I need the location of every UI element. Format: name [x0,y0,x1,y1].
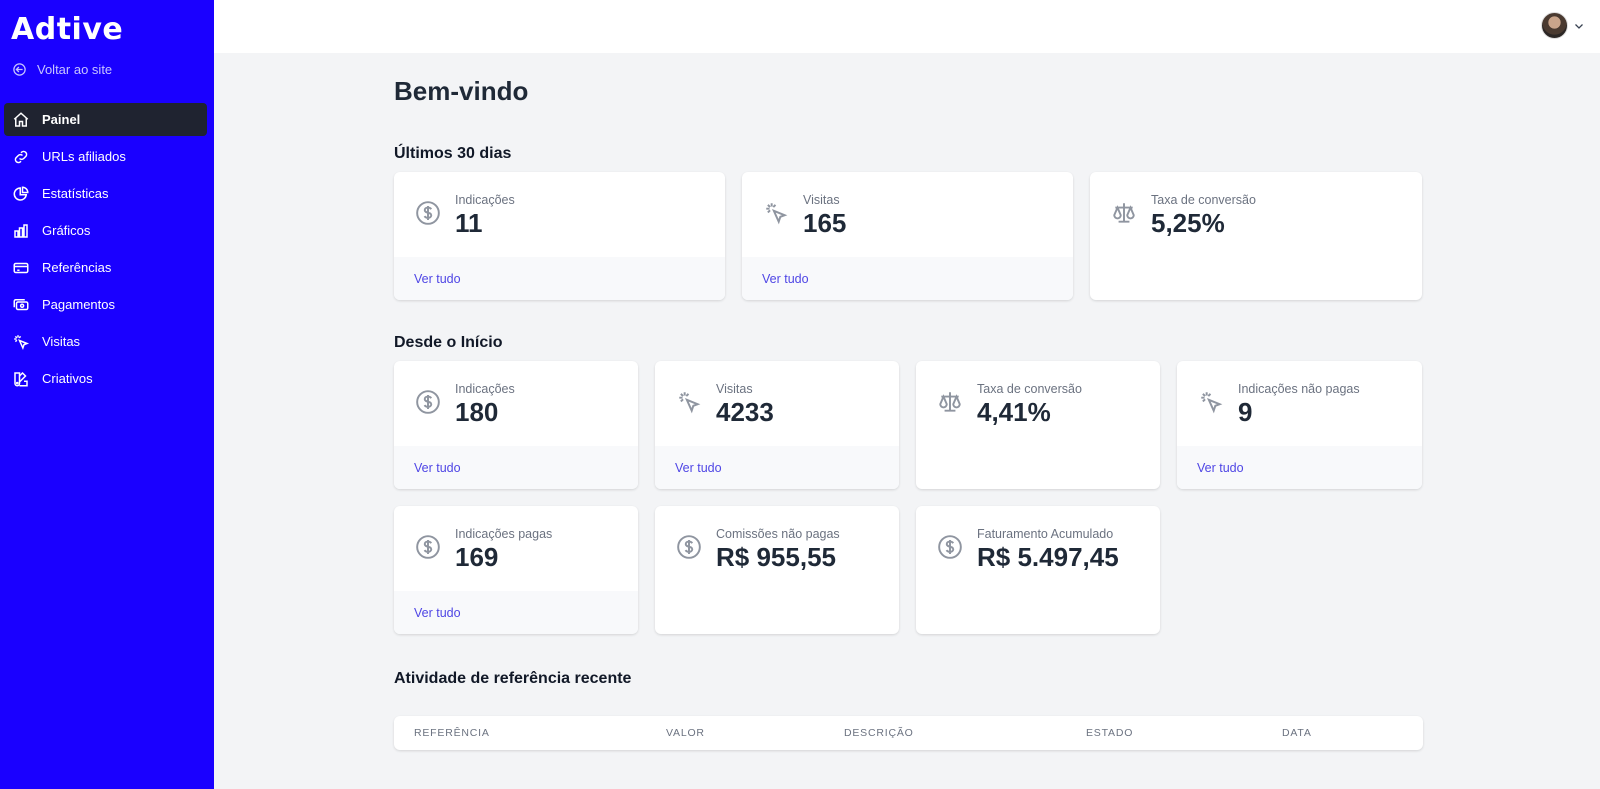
brand-logo[interactable]: Adtive [11,12,124,47]
stat-label: Taxa de conversão [1151,193,1256,207]
stat-label: Indicações [455,193,515,207]
sidebar-item-label: Visitas [42,334,81,349]
page-title: Bem-vindo [394,76,529,106]
sidebar-nav: Painel URLs afiliados Estatísticas Gráfi… [4,103,207,399]
stat-card-conversao-30d: Taxa de conversão 5,25% [1090,172,1422,300]
stat-value: R$ 955,55 [716,542,836,572]
sidebar-item-estatisticas[interactable]: Estatísticas [4,177,207,210]
recent-activity-table: REFERÊNCIA VALOR DESCRIÇÃO ESTADO DATA [394,716,1423,750]
stat-card-indicacoes-30d: Indicações 11 Ver tudo [394,172,725,300]
stat-label: Indicações [455,382,515,396]
stat-label: Indicações não pagas [1238,382,1360,396]
cursor-click-icon [1201,392,1223,414]
link-icon [14,150,28,163]
sidebar-item-label: Gráficos [42,223,91,238]
stat-card-comissoes-nao-pagas: Comissões não pagas R$ 955,55 [655,506,899,634]
sidebar-item-label: URLs afiliados [42,149,126,164]
stat-value: 180 [455,397,499,427]
bar-chart-icon [14,223,28,238]
stat-card-conversao-total: Taxa de conversão 4,41% [916,361,1160,489]
stat-value: R$ 5.497,45 [977,542,1119,572]
column-header-estado[interactable]: ESTADO [1086,727,1134,739]
sidebar: Adtive Voltar ao site Painel URLs afilia… [0,0,214,789]
top-bar [214,0,1600,53]
stat-card-visitas-total: Visitas 4233 Ver tudo [655,361,899,489]
dollar-icon [416,390,440,414]
stat-label: Faturamento Acumulado [977,527,1114,541]
chevron-down-icon[interactable] [1573,20,1585,32]
dollar-icon [416,201,440,225]
stat-label: Visitas [716,382,753,396]
stat-value: 9 [1238,397,1253,427]
stat-card-indicacoes-total: Indicações 180 Ver tudo [394,361,638,489]
sidebar-item-label: Criativos [42,371,93,386]
sidebar-item-label: Pagamentos [42,297,115,312]
scale-icon [1113,203,1135,223]
stat-card-faturamento-acumulado: Faturamento Acumulado R$ 5.497,45 [916,506,1160,634]
dollar-icon [416,535,440,559]
sidebar-item-label: Estatísticas [42,186,109,201]
stat-value: 5,25% [1151,208,1225,238]
view-all-link[interactable]: Ver tudo [762,272,809,286]
stat-value: 169 [455,542,499,572]
column-header-referencia[interactable]: REFERÊNCIA [414,727,490,739]
column-header-valor[interactable]: VALOR [666,727,705,739]
sidebar-item-graficos[interactable]: Gráficos [4,214,207,247]
section-title-last-30-days: Últimos 30 dias [394,145,512,162]
sidebar-item-criativos[interactable]: Criativos [4,362,207,395]
arrow-circle-left-icon [13,63,26,76]
stat-card-indicacoes-pagas: Indicações pagas 169 Ver tudo [394,506,638,634]
view-all-link[interactable]: Ver tudo [675,461,722,475]
sidebar-item-visitas[interactable]: Visitas [4,325,207,358]
section-title-all-time: Desde o Início [394,334,503,351]
sidebar-item-painel[interactable]: Painel [4,103,207,136]
home-icon [13,111,29,127]
sidebar-item-label: Referências [42,260,112,275]
stat-value: 4233 [716,397,774,427]
stat-value: 4,41% [977,397,1051,427]
stat-card-visitas-30d: Visitas 165 Ver tudo [742,172,1073,300]
stat-value: 11 [455,208,483,238]
cash-icon [13,298,29,310]
view-all-link[interactable]: Ver tudo [414,606,461,620]
cursor-click-icon [14,334,30,350]
pie-chart-icon [13,185,29,201]
stat-label: Visitas [803,193,840,207]
stat-label: Taxa de conversão [977,382,1082,396]
sidebar-item-label: Painel [42,112,81,127]
view-all-link[interactable]: Ver tudo [414,272,461,286]
stat-label: Indicações pagas [455,527,553,541]
back-to-site-label: Voltar ao site [37,62,113,77]
dollar-icon [677,535,701,559]
sidebar-item-referencias[interactable]: Referências [4,251,207,284]
back-to-site-link[interactable]: Voltar ao site [12,62,112,77]
stat-card-indicacoes-nao-pagas: Indicações não pagas 9 Ver tudo [1177,361,1422,489]
color-swatch-icon [14,371,28,386]
stat-value: 165 [803,208,847,238]
cursor-click-icon [679,392,701,414]
user-avatar[interactable] [1541,12,1568,39]
credit-card-icon [13,262,29,273]
scale-icon [939,392,961,412]
view-all-link[interactable]: Ver tudo [1197,461,1244,475]
column-header-descricao[interactable]: DESCRIÇÃO [844,727,914,739]
cursor-click-icon [766,203,788,225]
view-all-link[interactable]: Ver tudo [414,461,461,475]
sidebar-item-pagamentos[interactable]: Pagamentos [4,288,207,321]
stat-label: Comissões não pagas [716,527,840,541]
section-title-recent-activity: Atividade de referência recente [394,670,632,687]
sidebar-item-urls-afiliados[interactable]: URLs afiliados [4,140,207,173]
dollar-icon [938,535,962,559]
column-header-data[interactable]: DATA [1282,727,1312,739]
